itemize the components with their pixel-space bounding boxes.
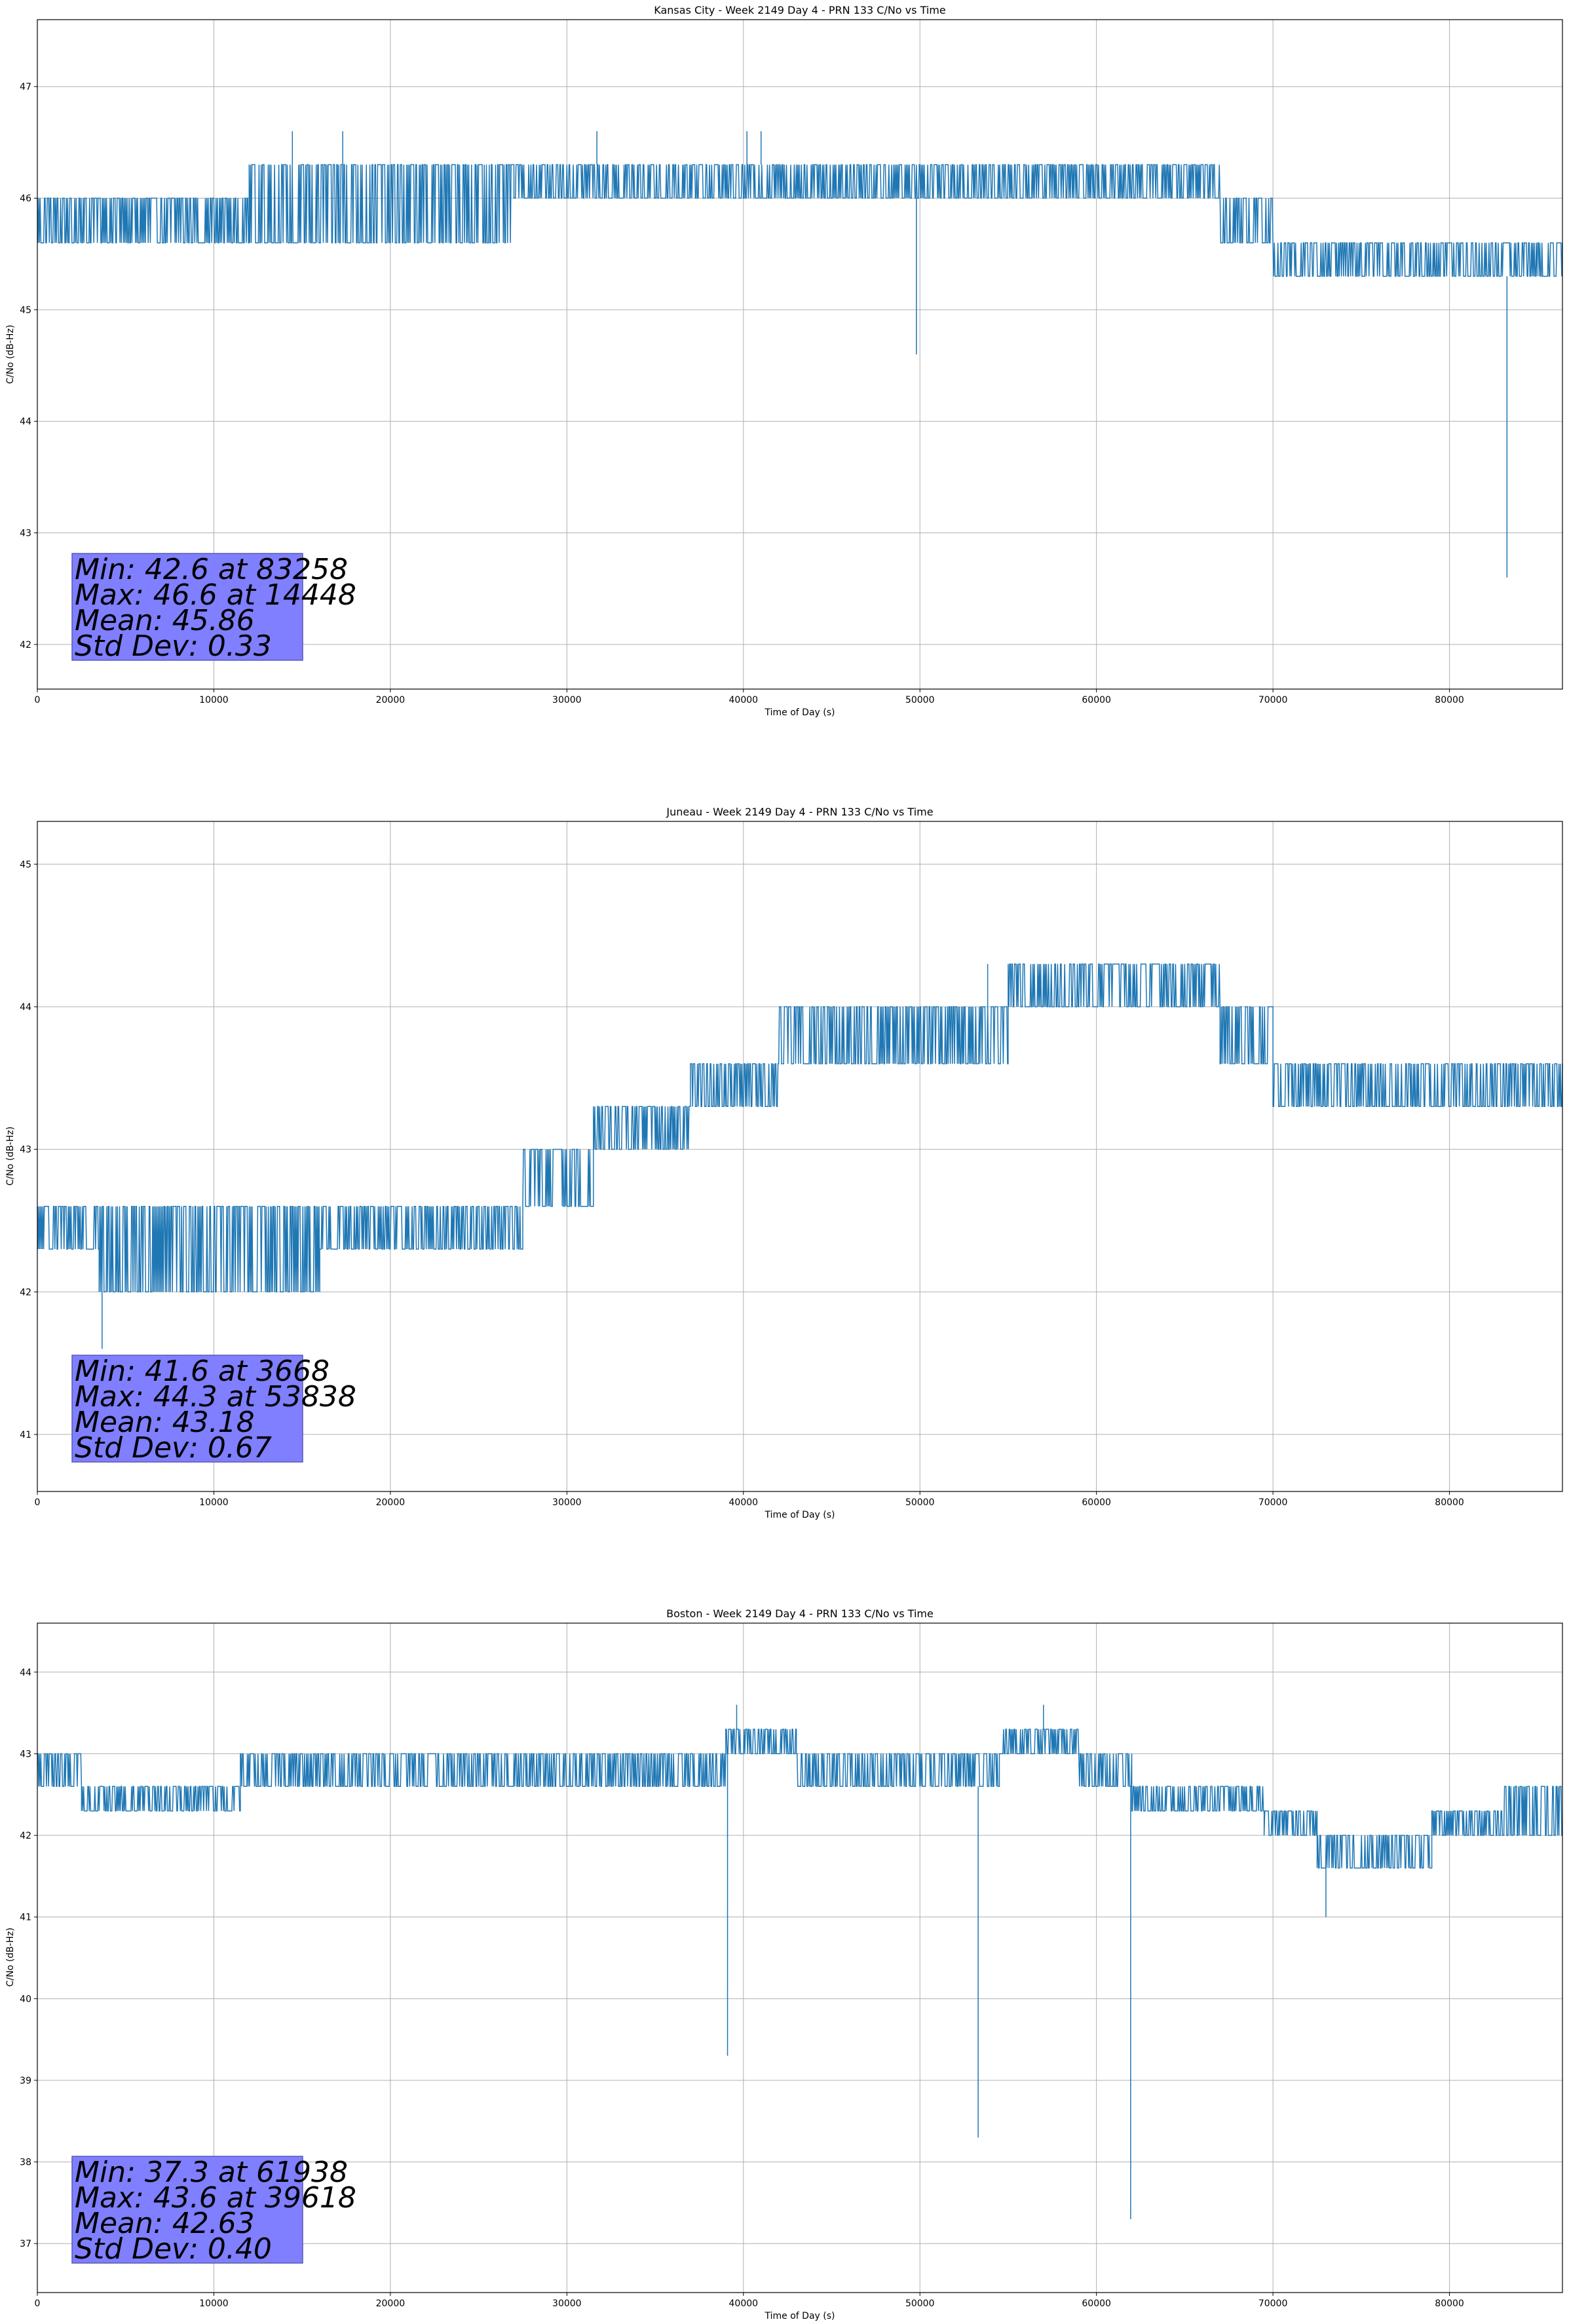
y-tick-label: 44 — [20, 417, 31, 427]
series-line — [37, 164, 1563, 277]
y-tick-label: 43 — [20, 1145, 31, 1155]
stats-min: Min: 42.6 at 83258 — [75, 553, 348, 586]
x-tick-label: 40000 — [729, 695, 759, 705]
x-tick-label: 80000 — [1435, 2298, 1464, 2309]
panel-title: Boston - Week 2149 Day 4 - PRN 133 C/No … — [666, 1607, 934, 1620]
x-tick-label: 10000 — [199, 2298, 229, 2309]
x-tick-label: 30000 — [552, 2298, 582, 2309]
x-tick-label: 80000 — [1435, 1497, 1464, 1508]
x-tick-label: 70000 — [1258, 695, 1288, 705]
stats-std-dev: Std Dev: 0.40 — [75, 2232, 272, 2266]
y-tick-label: 39 — [20, 2076, 31, 2086]
stats-mean: Mean: 45.86 — [75, 604, 255, 637]
x-tick-label: 60000 — [1082, 695, 1111, 705]
y-tick-label: 38 — [20, 2158, 31, 2168]
stats-max: Max: 46.6 at 14448 — [75, 578, 356, 612]
x-tick-label: 40000 — [729, 2298, 759, 2309]
x-tick-label: 70000 — [1258, 2298, 1288, 2309]
stats-mean: Mean: 43.18 — [75, 1406, 255, 1439]
axes-frame — [37, 1622, 1563, 2293]
y-tick-label: 44 — [20, 1002, 31, 1013]
axes-frame — [37, 821, 1563, 1492]
stats-box-background — [71, 2156, 303, 2264]
stats-box: Min: 41.6 at 3668 Max: 44.3 at 53838 Mea… — [71, 1355, 356, 1465]
y-axis-label: C/No (dB-Hz) — [5, 1127, 16, 1186]
x-axis-label: Time of Day (s) — [765, 1510, 835, 1520]
panel-juneau: Juneau - Week 2149 Day 4 - PRN 133 C/No … — [5, 806, 1563, 1520]
x-tick-label: 20000 — [376, 695, 406, 705]
y-tick-label: 46 — [20, 194, 31, 204]
x-tick-label: 0 — [35, 695, 41, 705]
stats-box: Min: 37.3 at 61938 Max: 43.6 at 39618 Me… — [71, 2156, 356, 2266]
x-tick-label: 30000 — [552, 695, 582, 705]
x-tick-label: 50000 — [905, 695, 935, 705]
series-line — [37, 1729, 1562, 1869]
stats-min: Min: 41.6 at 3668 — [75, 1355, 330, 1388]
y-tick-label: 43 — [20, 529, 31, 539]
y-tick-label: 44 — [20, 1668, 31, 1678]
x-tick-label: 80000 — [1435, 695, 1464, 705]
x-axis-label: Time of Day (s) — [765, 707, 835, 718]
stats-std-dev: Std Dev: 0.33 — [75, 629, 272, 663]
x-tick-label: 10000 — [199, 1497, 229, 1508]
y-tick-label: 42 — [20, 640, 31, 650]
x-tick-label: 60000 — [1082, 1497, 1111, 1508]
x-tick-label: 10000 — [199, 695, 229, 705]
x-tick-label: 0 — [35, 1497, 41, 1508]
x-tick-label: 40000 — [729, 1497, 759, 1508]
y-tick-label: 45 — [20, 305, 31, 316]
x-tick-label: 20000 — [376, 1497, 406, 1508]
stats-box-background — [71, 1355, 303, 1463]
x-tick-label: 0 — [35, 2298, 41, 2309]
y-tick-label: 41 — [20, 1913, 31, 1923]
x-axis-label: Time of Day (s) — [765, 2311, 835, 2321]
axes-frame — [37, 19, 1563, 690]
x-tick-label: 50000 — [905, 1497, 935, 1508]
x-tick-label: 30000 — [552, 1497, 582, 1508]
panel-title: Juneau - Week 2149 Day 4 - PRN 133 C/No … — [666, 806, 933, 818]
x-tick-label: 50000 — [905, 2298, 935, 2309]
y-tick-label: 42 — [20, 1831, 31, 1841]
y-tick-label: 43 — [20, 1749, 31, 1759]
y-axis-label: C/No (dB-Hz) — [5, 1928, 16, 1987]
panel-boston: Boston - Week 2149 Day 4 - PRN 133 C/No … — [5, 1607, 1563, 2321]
stats-box-background — [71, 553, 303, 661]
x-tick-label: 20000 — [376, 2298, 406, 2309]
stats-min: Min: 37.3 at 61938 — [75, 2156, 348, 2189]
y-tick-label: 41 — [20, 1430, 31, 1440]
y-tick-label: 42 — [20, 1287, 31, 1298]
stats-max: Max: 43.6 at 39618 — [75, 2181, 356, 2215]
panel-kansas-city: Kansas City - Week 2149 Day 4 - PRN 133 … — [5, 4, 1563, 718]
y-tick-label: 45 — [20, 859, 31, 870]
y-tick-label: 40 — [20, 1994, 31, 2004]
stats-box: Min: 42.6 at 83258 Max: 46.6 at 14448 Me… — [71, 553, 356, 663]
y-tick-label: 47 — [20, 82, 31, 92]
x-tick-label: 60000 — [1082, 2298, 1111, 2309]
stats-max: Max: 44.3 at 53838 — [75, 1380, 356, 1414]
y-tick-label: 37 — [20, 2239, 31, 2249]
stats-std-dev: Std Dev: 0.67 — [75, 1431, 272, 1465]
y-axis-label: C/No (dB-Hz) — [5, 325, 16, 384]
x-tick-label: 70000 — [1258, 1497, 1288, 1508]
series-line — [37, 963, 1563, 1293]
panel-title: Kansas City - Week 2149 Day 4 - PRN 133 … — [654, 4, 945, 16]
stats-mean: Mean: 42.63 — [75, 2207, 255, 2240]
